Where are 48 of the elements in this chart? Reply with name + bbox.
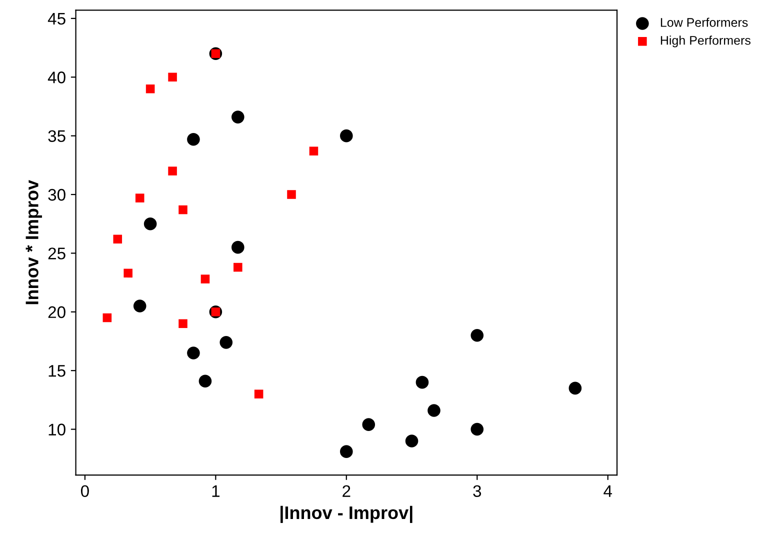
point — [470, 422, 484, 436]
point — [187, 132, 200, 146]
x-axis-title: |Innov - Improv| — [280, 506, 412, 523]
point — [428, 404, 440, 417]
legend-label: High Performers — [660, 36, 750, 48]
point — [287, 190, 296, 199]
point — [124, 268, 132, 278]
y-tick-label: 30 — [48, 188, 66, 201]
point — [234, 262, 242, 272]
y-tick-label: 15 — [48, 365, 66, 377]
point — [232, 110, 244, 124]
y-tick-label: 35 — [48, 130, 66, 142]
y-tick-label: 40 — [48, 72, 66, 84]
y-tick-label: 45 — [48, 13, 66, 25]
point — [144, 217, 157, 230]
point — [254, 390, 264, 398]
point — [113, 234, 122, 244]
point — [200, 274, 210, 284]
point — [168, 72, 177, 82]
point — [198, 374, 212, 388]
point — [135, 194, 144, 202]
point — [362, 418, 376, 431]
point — [168, 166, 177, 176]
point — [309, 146, 318, 156]
y-tick-label: 10 — [48, 424, 66, 436]
x-tick-label: 3 — [473, 485, 482, 498]
point — [133, 300, 146, 312]
y-tick-label: 20 — [48, 306, 66, 318]
point — [178, 319, 188, 328]
point — [405, 434, 418, 448]
point — [416, 376, 429, 389]
point — [340, 445, 353, 458]
x-tick-label: 2 — [342, 485, 350, 497]
point — [178, 205, 188, 214]
x-tick-label: 4 — [604, 485, 612, 497]
point — [146, 84, 155, 94]
x-tick-label: 1 — [212, 485, 220, 497]
x-tick-label: 0 — [80, 485, 89, 498]
legend-label: Low Performers — [660, 18, 748, 27]
point — [232, 240, 244, 254]
point — [102, 313, 112, 322]
y-tick-label: 25 — [48, 248, 66, 260]
point — [220, 336, 233, 349]
y-axis-title: Innov * Improv — [26, 180, 42, 304]
point — [340, 129, 353, 142]
point — [568, 382, 582, 395]
point — [187, 346, 200, 360]
point — [470, 328, 484, 342]
